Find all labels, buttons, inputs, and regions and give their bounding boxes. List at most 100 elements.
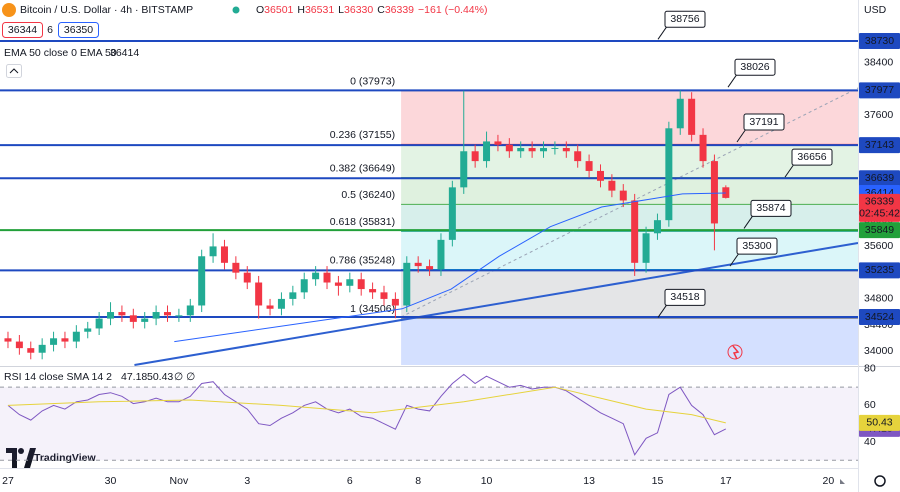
trendline bbox=[400, 87, 859, 318]
sma-axis-label: 50.43 bbox=[866, 417, 892, 429]
callout-pointer bbox=[743, 215, 754, 229]
ema-legend-value: 36414 bbox=[110, 47, 139, 59]
callout-pointer bbox=[727, 73, 738, 88]
candle-body bbox=[426, 266, 434, 270]
rsi-legend-value: 47.18 bbox=[121, 371, 147, 383]
price-level-label-box bbox=[859, 262, 900, 279]
scroll-icon[interactable] bbox=[840, 479, 845, 484]
candle-body bbox=[380, 292, 388, 299]
candle-body bbox=[266, 305, 274, 309]
fib-label: 0.5 (36240) bbox=[341, 189, 395, 201]
ohlc-letter: C bbox=[377, 4, 385, 16]
callout-box bbox=[750, 199, 792, 217]
candle-body bbox=[163, 312, 171, 316]
current-price-label-countdown: 02:45:42 bbox=[859, 208, 900, 220]
callout-pointer bbox=[729, 252, 740, 267]
y-tick-label: 34000 bbox=[864, 345, 893, 357]
callout-label: 35300 bbox=[742, 240, 771, 252]
candle-body bbox=[437, 239, 445, 270]
candle-body bbox=[414, 262, 422, 267]
callout-label: 35874 bbox=[756, 202, 785, 214]
candle-body bbox=[688, 98, 696, 135]
fib-label: 0.236 (37155) bbox=[330, 129, 395, 141]
settings-icon[interactable] bbox=[874, 475, 886, 487]
buy-button[interactable] bbox=[58, 22, 99, 38]
candle-body bbox=[27, 348, 35, 353]
callout-pointer bbox=[657, 304, 668, 318]
candle-body bbox=[653, 220, 661, 234]
y-tick-label: 34800 bbox=[864, 293, 893, 305]
ohlc-value: 36330 bbox=[344, 4, 373, 16]
symbol-icon[interactable] bbox=[2, 3, 16, 17]
candle-body bbox=[574, 151, 582, 162]
ohlc-change: −161 (−0.44%) bbox=[418, 4, 487, 16]
candle-body bbox=[483, 141, 491, 162]
callout-box bbox=[734, 58, 776, 76]
ohlc-letter: H bbox=[297, 4, 305, 16]
candle-body bbox=[15, 341, 23, 349]
price-pane: 0 (37973) 0.236 (37155) 0.382 (36649) 0.5 (… bbox=[0, 10, 859, 366]
candle-body bbox=[642, 233, 650, 263]
candle-body bbox=[517, 147, 525, 152]
candle-body bbox=[596, 170, 604, 181]
candle-body bbox=[369, 289, 377, 293]
rsi-legend[interactable]: RSI 14 close SMA 14 2 bbox=[4, 371, 112, 383]
candle-body bbox=[710, 161, 718, 224]
candle-body bbox=[540, 147, 548, 152]
callout-label: 38026 bbox=[740, 61, 769, 73]
callout-pointer bbox=[784, 163, 795, 178]
ask-price[interactable]: 36350 bbox=[64, 24, 93, 36]
candle-body bbox=[255, 282, 263, 306]
callout-box bbox=[664, 10, 706, 28]
candle-body bbox=[631, 200, 639, 263]
candle-body bbox=[175, 315, 183, 317]
rsi-tick-label: 40 bbox=[864, 436, 876, 448]
candle-body bbox=[277, 298, 285, 309]
candle-body bbox=[403, 262, 411, 306]
fib-label: 0 (37973) bbox=[350, 75, 395, 87]
rsi-band-fill bbox=[0, 387, 858, 461]
rsi-tick-label: 80 bbox=[864, 363, 876, 375]
fib-label: 0.618 (35831) bbox=[330, 216, 395, 228]
fib-zone bbox=[401, 144, 858, 178]
x-tick-label: 8 bbox=[415, 475, 421, 487]
sma-legend-value: 50.43 bbox=[147, 371, 173, 383]
candle-body bbox=[312, 272, 320, 280]
callout-box bbox=[664, 288, 706, 306]
trendline bbox=[134, 242, 859, 366]
price-level-label: 36639 bbox=[865, 172, 894, 184]
bid-price[interactable]: 36344 bbox=[8, 24, 37, 36]
candle-body bbox=[676, 98, 684, 129]
price-level-label-box bbox=[859, 137, 900, 154]
candle-body bbox=[186, 305, 194, 316]
candle-body bbox=[300, 279, 308, 293]
candle-body bbox=[61, 338, 69, 342]
alert-icon[interactable] bbox=[727, 344, 743, 360]
market-status bbox=[232, 6, 240, 14]
ema-legend[interactable]: EMA 50 close 0 EMA 50 bbox=[4, 47, 117, 59]
price-level-label: 37977 bbox=[865, 84, 894, 96]
ohlc-legend: O36501 H36531 L36330 C36339 −161 (−0.44%) bbox=[256, 4, 487, 16]
candle-body bbox=[84, 328, 92, 332]
callout-label: 38756 bbox=[670, 13, 699, 25]
callout-box bbox=[743, 113, 785, 131]
collapse-button[interactable] bbox=[6, 64, 22, 78]
x-tick-label: 20 bbox=[823, 475, 835, 487]
x-tick-label: 6 bbox=[347, 475, 353, 487]
sell-button[interactable] bbox=[2, 22, 43, 38]
x-tick-label: 13 bbox=[583, 475, 595, 487]
candle-body bbox=[391, 298, 399, 306]
callout-pointer bbox=[736, 128, 747, 143]
y-tick-label: 38400 bbox=[864, 56, 893, 68]
price-level-label: 37143 bbox=[865, 139, 894, 151]
fib-label: 1 (34506) bbox=[350, 303, 395, 315]
candle-body bbox=[619, 190, 627, 201]
currency-label[interactable]: USD bbox=[864, 4, 887, 16]
x-tick-label: 27 bbox=[2, 475, 14, 487]
symbol-title[interactable]: Bitcoin / U.S. Dollar · 4h · BITSTAMP bbox=[20, 4, 193, 16]
candle-body bbox=[50, 338, 58, 345]
alert-icon[interactable] bbox=[732, 345, 740, 360]
ohlc-letter: L bbox=[338, 4, 344, 16]
logo[interactable]: TradingView bbox=[6, 448, 96, 468]
candle-body bbox=[141, 318, 149, 322]
